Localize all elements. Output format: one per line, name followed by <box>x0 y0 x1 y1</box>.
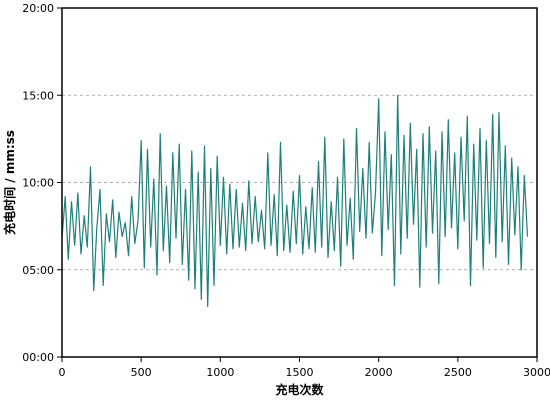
x-tick-label: 0 <box>59 366 66 379</box>
x-tick-label: 2500 <box>444 366 472 379</box>
y-tick-label: 05:00 <box>22 264 54 277</box>
x-tick-label: 500 <box>131 366 152 379</box>
series-line <box>61 94 529 307</box>
y-tick-label: 20:00 <box>22 2 54 15</box>
x-tick-label: 1000 <box>206 366 234 379</box>
x-tick-label: 3000 <box>523 366 550 379</box>
y-tick-label: 10:00 <box>22 177 54 190</box>
axis-ticks: 0 500 1000 1500 2000 2500 3000 00:00 05:00 10:00 1… <box>22 2 550 379</box>
x-axis-title: 充电次数 <box>275 382 324 397</box>
x-tick-label: 2000 <box>365 366 393 379</box>
x-tick-label: 1500 <box>286 366 314 379</box>
y-axis-title: 充电时间 / mm:ss <box>2 130 17 235</box>
grid-lines <box>62 94 537 271</box>
y-tick-label: 15:00 <box>22 89 54 102</box>
y-tick-label: 00:00 <box>22 351 54 364</box>
